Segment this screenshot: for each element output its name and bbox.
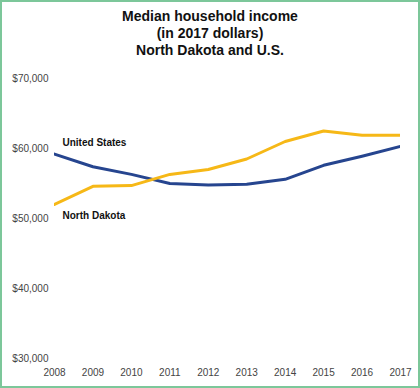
svg-text:$70,000: $70,000 bbox=[12, 73, 49, 84]
svg-text:2014: 2014 bbox=[274, 367, 297, 378]
html-text:North Dakota and U.S.: North Dakota and U.S. bbox=[136, 42, 284, 58]
svg-text:2012: 2012 bbox=[197, 367, 220, 378]
svg-text:2008: 2008 bbox=[43, 367, 66, 378]
html-text:(in 2017 dollars): (in 2017 dollars) bbox=[156, 25, 264, 41]
svg-text:2016: 2016 bbox=[351, 367, 374, 378]
html-text:Median household income: Median household income bbox=[122, 8, 298, 24]
svg-text:North Dakota: North Dakota bbox=[63, 210, 126, 221]
svg-text:2013: 2013 bbox=[236, 367, 259, 378]
svg-text:2009: 2009 bbox=[82, 367, 105, 378]
svg-text:$60,000: $60,000 bbox=[12, 143, 49, 154]
svg-text:2015: 2015 bbox=[312, 367, 335, 378]
svg-text:2017: 2017 bbox=[389, 367, 412, 378]
svg-text:2011: 2011 bbox=[159, 367, 181, 378]
svg-text:$50,000: $50,000 bbox=[12, 213, 49, 224]
svg-text:$40,000: $40,000 bbox=[12, 283, 49, 294]
svg-text:2010: 2010 bbox=[120, 367, 143, 378]
svg-text:$30,000: $30,000 bbox=[12, 353, 49, 364]
svg-text:United States: United States bbox=[63, 137, 127, 148]
